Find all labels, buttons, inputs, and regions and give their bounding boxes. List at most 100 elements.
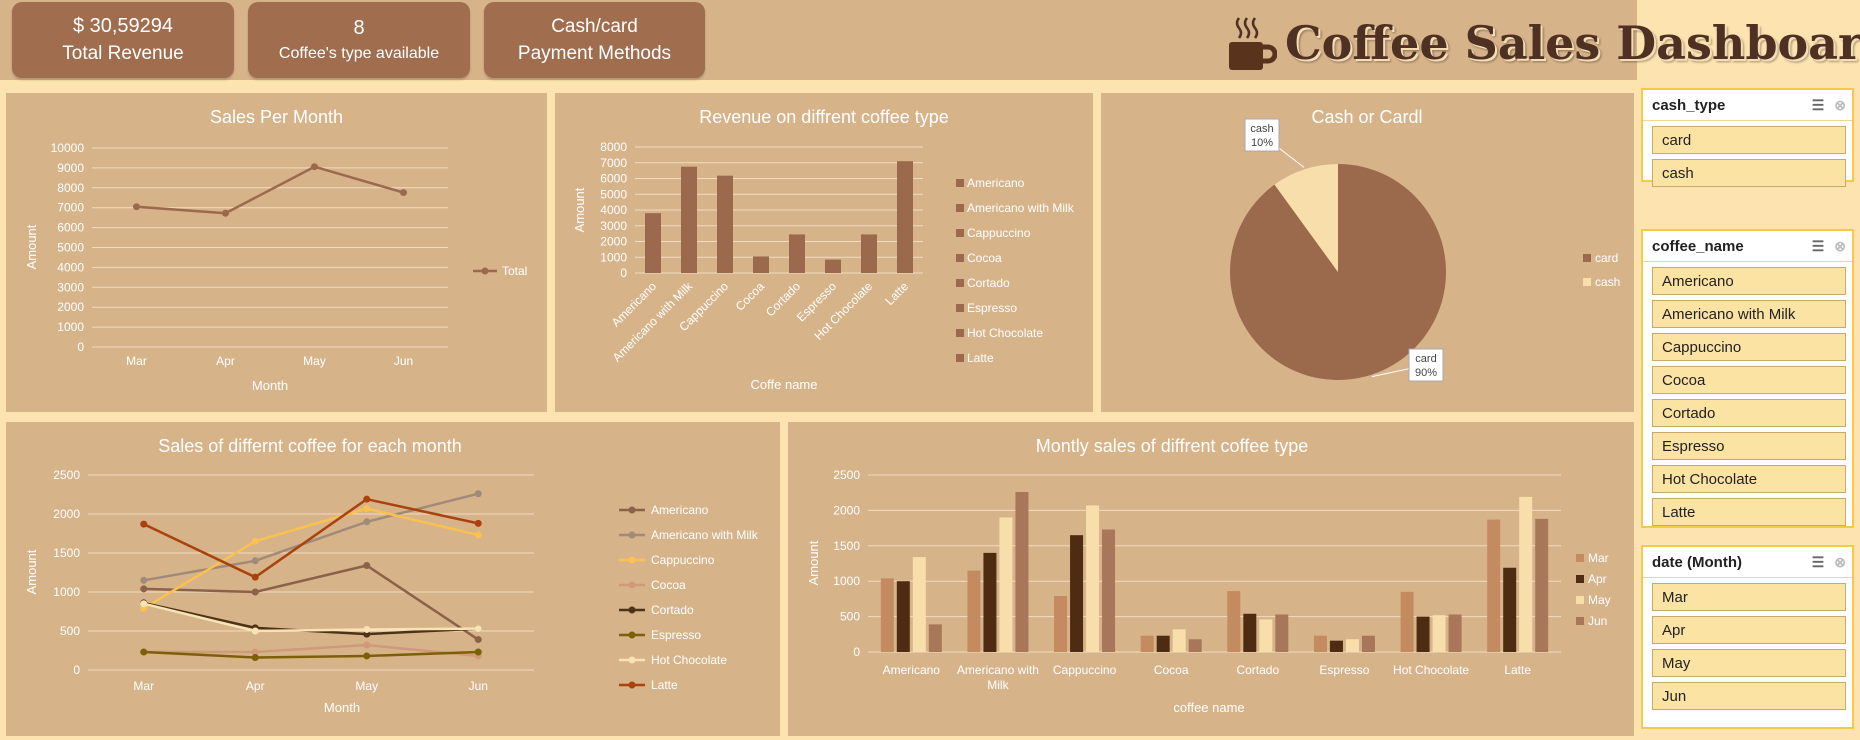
x-tick-label: May [303,354,326,368]
slicer-header: cash_type ☰ ⊗ [1643,90,1852,121]
multi-select-icon[interactable]: ☰ [1811,96,1825,113]
series-line [143,650,479,659]
coffee-types-card: 8 Coffee's type available [248,2,470,78]
clear-filter-icon[interactable]: ⊗ [1834,553,1846,570]
x-tick-label: Mar [133,679,154,693]
y-tick-label: 2000 [57,300,84,314]
y-tick-label: 2000 [833,503,860,517]
bar [1140,635,1154,652]
legend-label: cash [1595,275,1620,289]
x-axis-label: Coffe name [751,377,818,392]
bar [1054,596,1068,652]
slicer-header: coffee_name ☰ ⊗ [1643,231,1852,262]
legend-swatch [1576,554,1584,562]
legend-label: Americano with Milk [651,528,759,542]
bar [1275,614,1289,652]
y-axis-label: Amount [24,549,39,594]
bar [897,161,913,273]
legend-swatch [1583,254,1591,262]
clear-filter-icon[interactable]: ⊗ [1834,96,1846,113]
slicer-item[interactable]: Jun [1652,682,1846,710]
slicer-cash-type[interactable]: cash_type ☰ ⊗ card cash [1641,88,1854,187]
slicer-item[interactable]: Apr [1652,616,1846,644]
data-point [363,625,371,633]
legend-label: Cappuccino [967,226,1031,240]
chart-title: Cash or Cardl [1311,107,1422,127]
y-tick-label: 0 [853,645,860,659]
payment-methods-card: Cash/card Payment Methods [484,2,705,78]
data-point [140,648,148,656]
slicer-item[interactable]: Mar [1652,583,1846,611]
bar [1243,613,1257,652]
bar [1503,567,1517,652]
legend-swatch [956,329,964,337]
coffee-cup-icon [1229,17,1277,70]
bar [1102,529,1116,652]
slicer-item[interactable]: Espresso [1652,432,1846,460]
x-tick-label: Americano [883,663,941,677]
y-tick-label: 5000 [600,187,627,201]
bar [1432,615,1446,652]
data-point [474,648,482,656]
series-line [143,492,479,582]
slicer-item[interactable]: Hot Chocolate [1652,465,1846,493]
sales-per-month-panel: Sales Per Month Month Amount 0 1000 2000 3000 4… [6,93,547,412]
series-line [143,507,479,610]
legend-swatch [956,229,964,237]
legend-label: Americano [967,176,1025,190]
legend-swatch [956,204,964,212]
slicer-item[interactable]: Americano [1652,267,1846,295]
slicer-item[interactable]: Latte [1652,498,1846,526]
data-point [311,163,318,171]
slicer-coffee-name[interactable]: coffee_name ☰ ⊗ Americano Americano with … [1641,229,1854,528]
multi-select-icon[interactable]: ☰ [1811,553,1825,570]
y-tick-label: 6000 [600,172,627,186]
x-tick-label: Americano with [957,663,1039,677]
dashboard-title: Coffee Sales Dashboard [1225,10,1860,76]
legend-marker [628,556,636,564]
total-revenue-label: Total Revenue [62,43,184,64]
legend-marker [628,606,636,614]
clear-filter-icon[interactable]: ⊗ [1834,237,1846,254]
series-line [143,564,479,641]
bar [1361,635,1375,652]
slicer-item[interactable]: Cappuccino [1652,333,1846,361]
slicer-date-month[interactable]: date (Month) ☰ ⊗ Mar Apr May Jun [1641,545,1854,729]
y-tick-label: 1000 [600,250,627,264]
bar [1086,505,1100,652]
y-tick-label: 0 [77,340,84,354]
slicer-item[interactable]: cash [1652,159,1846,187]
y-tick-label: 4000 [57,260,84,274]
bar [681,166,697,273]
x-tick-label: Milk [987,678,1009,692]
bar [1519,496,1533,652]
legend-label: Apr [1588,572,1607,586]
legend-label: card [1595,251,1618,265]
slicer-item[interactable]: card [1652,126,1846,154]
slicer-item[interactable]: Americano with Milk [1652,300,1846,328]
legend-label: Mar [1588,551,1609,565]
bar [1535,518,1549,652]
y-tick-label: 2000 [600,235,627,249]
slicer-title: coffee_name [1652,237,1744,255]
x-tick-label: Latte [882,279,911,308]
legend-swatch [956,354,964,362]
slicer-item[interactable]: Cocoa [1652,366,1846,394]
x-tick-label: Latte [1504,663,1531,677]
y-tick-label: 6000 [57,221,84,235]
slicer-title: cash_type [1652,96,1726,114]
y-tick-label: 3000 [57,280,84,294]
legend-label: Hot Chocolate [651,653,727,667]
bar [1313,635,1327,652]
data-point [400,189,407,197]
legend-label: Cortado [967,276,1010,290]
slicer-item[interactable]: May [1652,649,1846,677]
legend-label: Hot Chocolate [967,326,1043,340]
x-tick-label: Jun [394,354,413,368]
bar [645,213,661,273]
multi-select-icon[interactable]: ☰ [1811,237,1825,254]
data-point [474,625,482,633]
slicer-item[interactable]: Cortado [1652,399,1846,427]
sales-per-month-chart: Sales Per Month Month Amount 0 1000 2000 3000 4… [24,107,527,393]
x-tick-label: May [355,679,378,693]
